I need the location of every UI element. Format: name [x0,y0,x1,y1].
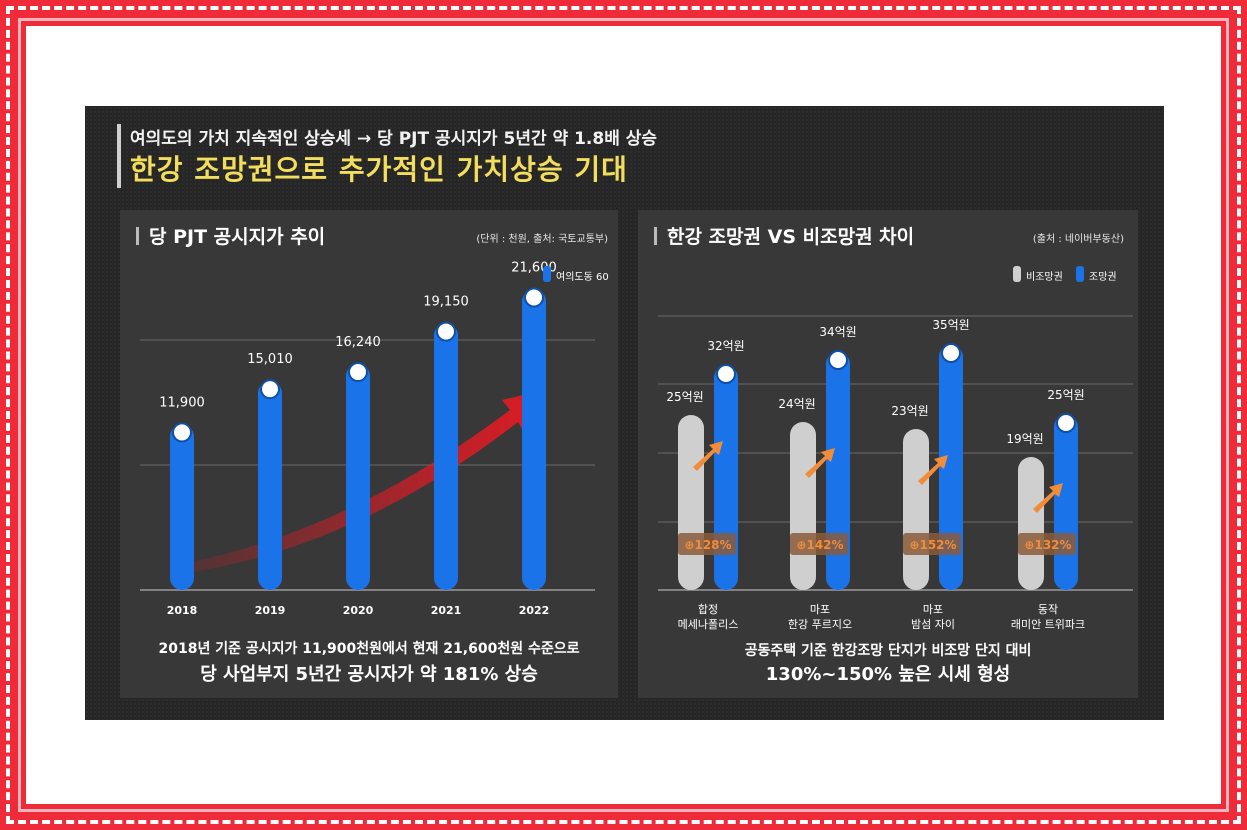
left-panel-title: 당 PJT 공시지가 추이 [136,222,325,249]
value-label-non-view: 23억원 [891,404,928,418]
bar-non-view [1018,457,1044,590]
category-label-line2: 한강 푸르지오 [788,618,852,631]
bar-non-view [678,415,704,590]
x-tick-label: 2021 [431,604,462,617]
value-label-view: 35억원 [932,318,969,332]
category-label-line2: 밤섬 자이 [911,618,955,631]
value-label-non-view: 24억원 [778,397,815,411]
right-chart-panel: 한강 조망권 VS 비조망권 차이 (출처 : 네이버부동산) 25억원 32억원… [638,210,1138,698]
bar [258,381,282,590]
header-subtitle: 여의도의 가치 지속적인 상승세 → 당 PJT 공시지가 5년간 약 1.8배… [130,129,658,149]
legend-label-non-view: 비조망권 [1026,271,1063,283]
legend-swatch-non-view [1013,266,1021,282]
ratio-label: ⊕152% [909,538,956,552]
left-chart-panel: 당 PJT 공시지가 추이 (단위 : 천원, 출처: 국토교통부) 11,90… [120,210,618,698]
value-label: 11,900 [159,395,205,410]
bar [522,289,546,590]
x-tick-label: 2020 [343,604,374,617]
up-arrow [918,455,948,485]
ratio-badge [1018,533,1076,555]
x-tick-label: 2019 [255,604,286,617]
value-label-view: 25억원 [1047,388,1084,402]
legend-swatch [543,266,551,282]
bar-cap [716,364,736,384]
left-panel-note: (단위 : 천원, 출처: 국토교통부) [476,234,608,245]
left-caption-line2: 당 사업부지 5년간 공시자가 약 181% 상승 [200,664,538,685]
value-label: 15,010 [247,352,293,367]
x-tick-label: 2022 [519,604,550,617]
x-tick-label: 2018 [167,604,198,617]
bar-cap [524,287,544,308]
bar-cap [348,362,368,383]
bar-non-view [903,429,929,590]
bar-view [939,345,963,590]
value-label: 16,240 [335,335,381,350]
ratio-label: ⊕128% [684,538,731,552]
right-panel-note: (출처 : 네이버부동산) [1032,234,1124,245]
up-arrow [693,441,723,471]
ratio-badge [903,533,961,555]
category-label-line1: 동작 [1038,603,1058,616]
bar-view [714,366,738,590]
ratio-label: ⊕132% [1024,538,1071,552]
bar-non-view [790,422,816,590]
legend-label-view: 조망권 [1089,271,1117,283]
bar-cap [436,321,456,342]
bar-cap [260,379,280,400]
bar-cap [172,422,192,443]
value-label: 19,150 [423,295,469,310]
ratio-badge [790,533,848,555]
right-caption-line1: 공동주택 기준 한강조망 단지가 비조망 단지 대비 [744,643,1032,659]
bar-view [826,352,850,590]
bar-cap [941,343,961,363]
ratio-label: ⊕142% [796,538,843,552]
land-price-chart: 11,900 2018 15,010 2019 16,240 2020 19,150 2021… [140,260,609,617]
header-title: 한강 조망권으로 추가적인 가치상승 기대 [130,153,628,186]
right-panel-title: 한강 조망권 VS 비조망권 차이 [654,222,914,249]
right-caption-line2: 130%~150% 높은 시세 형성 [765,664,1011,685]
value-label-view: 32억원 [707,339,744,353]
legend-label: 여의도동 60 [556,271,609,283]
left-caption-line1: 2018년 기준 공시지가 11,900천원에서 현재 21,600천원 수준으… [158,641,580,657]
bar [346,364,370,590]
header-accent-bar [117,124,121,188]
bar [170,424,194,590]
trend-arrow [190,390,545,572]
bar [434,323,458,590]
category-label-line2: 래미안 트위파크 [1011,618,1085,631]
value-label-view: 34억원 [819,325,856,339]
up-arrow [805,448,835,478]
bar-cap [828,350,848,370]
category-label-line1: 마포 [923,603,943,616]
ratio-badge [678,533,736,555]
category-label-line1: 합정 [698,603,718,616]
value-label-non-view: 25억원 [666,390,703,404]
value-label-non-view: 19억원 [1006,432,1043,446]
category-label-line2: 메세나폴리스 [678,618,739,631]
category-label-line1: 마포 [810,603,830,616]
bar-cap [1056,413,1076,433]
up-arrow [1033,483,1063,513]
legend-swatch-view [1076,266,1084,282]
bar-view [1054,415,1078,590]
